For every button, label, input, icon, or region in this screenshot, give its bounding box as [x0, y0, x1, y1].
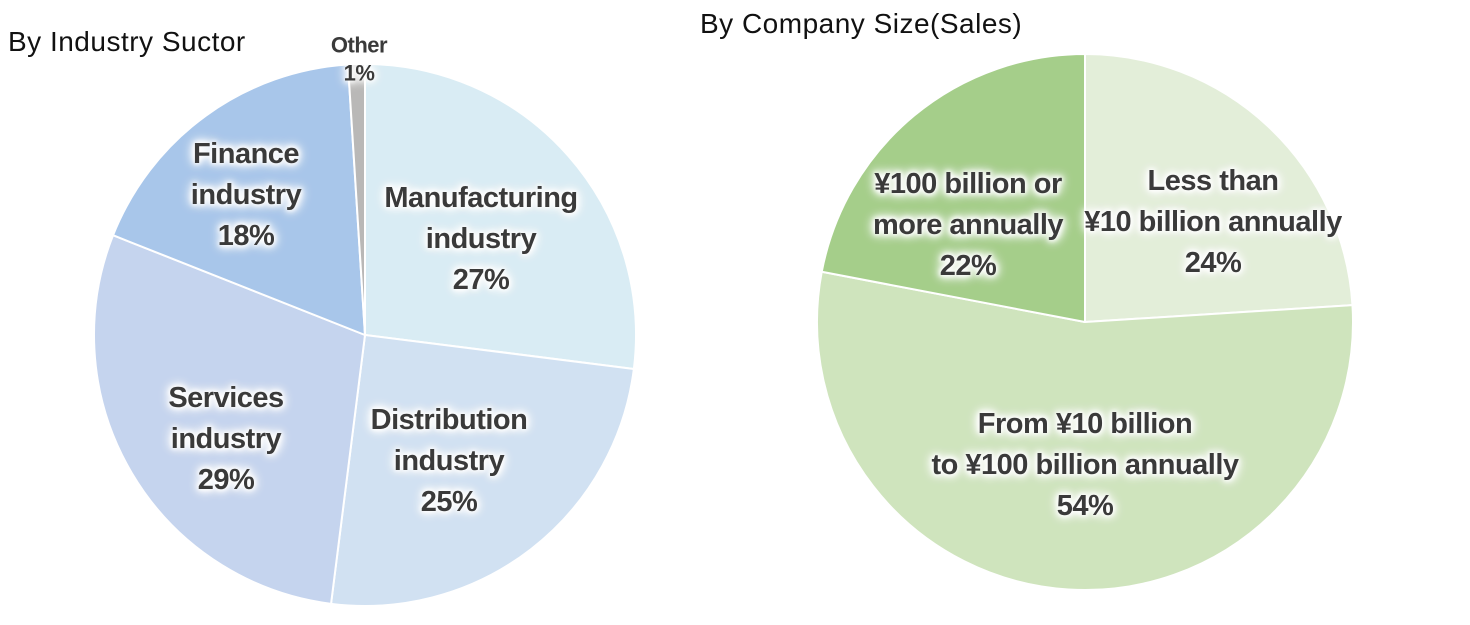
pie-slice-from-10-billion-to-100-billion-annually — [817, 270, 1353, 590]
pie-label-line: Other — [330, 32, 388, 58]
company-size-chart-title: By Company Size(Sales) — [700, 8, 1023, 39]
pie-slice-other — [346, 64, 366, 336]
pie-slice-less-than-10-billion-annually — [1084, 54, 1353, 323]
industry-chart-title: By Industry Suctor — [8, 26, 246, 57]
pie-slice-distribution-industry — [330, 334, 635, 606]
pie-svg — [817, 54, 1353, 590]
company-size-pie-chart — [817, 54, 1353, 590]
pie-slice-manufacturing-industry — [364, 64, 636, 370]
pie-slice-services-industry — [94, 234, 366, 605]
pie-svg — [94, 64, 636, 606]
pie-slice-finance-industry — [112, 64, 366, 336]
pie-slice-100-billion-or-more-annually — [820, 54, 1086, 323]
industry-pie-chart — [94, 64, 636, 606]
